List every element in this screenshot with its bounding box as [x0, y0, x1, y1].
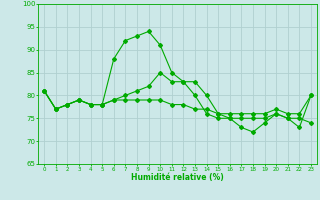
X-axis label: Humidité relative (%): Humidité relative (%): [131, 173, 224, 182]
